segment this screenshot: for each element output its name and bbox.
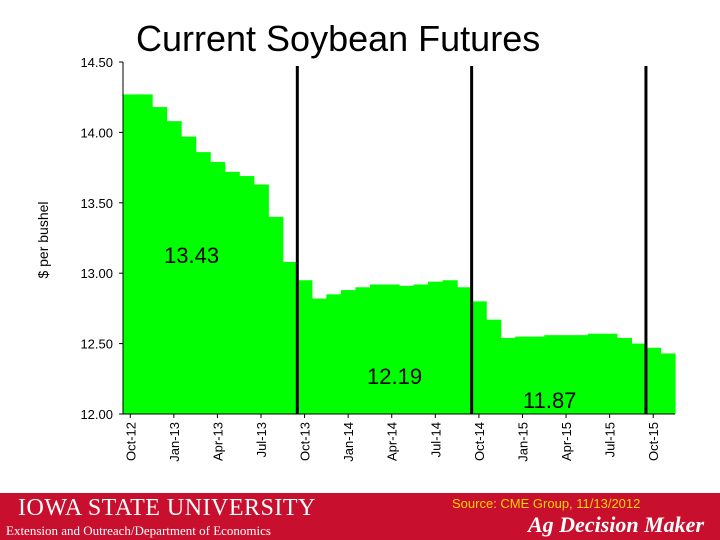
area-bar-Mar-15 <box>544 335 560 414</box>
area-bar-Oct-14 <box>471 301 487 414</box>
footer-bar: IOWA STATE UNIVERSITY Extension and Outr… <box>0 493 720 540</box>
x-tick-label: Apr-15 <box>559 422 574 461</box>
x-tick-label: Jan-15 <box>516 422 531 462</box>
area-bar-Jan-13 <box>166 121 182 414</box>
area-bar-Apr-13 <box>210 161 226 414</box>
area-bar-Mar-14 <box>369 284 386 414</box>
area-bar-Nov-15 <box>660 353 676 414</box>
area-bar-Sep-15 <box>631 343 647 414</box>
area-bar-Nov-12 <box>137 94 153 414</box>
university-logo: IOWA STATE UNIVERSITY <box>18 495 316 521</box>
y-tick-label: 13.50 <box>80 196 113 211</box>
x-tick-label: Oct-14 <box>472 422 487 461</box>
department-text: Extension and Outreach/Department of Eco… <box>6 523 271 538</box>
area-bar-Feb-14 <box>355 287 371 414</box>
x-tick-label: Jan-14 <box>341 422 356 462</box>
x-tick-label: Apr-13 <box>210 422 225 461</box>
y-axis-label: $ per bushel <box>35 201 51 278</box>
x-tick-label: Jul-15 <box>603 422 618 457</box>
area-bar-Aug-14 <box>442 280 458 414</box>
area-bar-Jul-13 <box>253 184 269 414</box>
area-bar-Dec-12 <box>152 107 168 414</box>
area-bar-Aug-13 <box>268 216 284 414</box>
area-bar-Feb-15 <box>529 336 545 414</box>
area-bar-Jun-14 <box>413 284 429 414</box>
area-bar-Jun-13 <box>239 176 255 414</box>
area-bar-Dec-13 <box>326 294 342 414</box>
x-tick-label: Jul-14 <box>428 422 443 457</box>
area-series <box>123 94 676 415</box>
x-tick-label: Apr-14 <box>385 422 400 461</box>
period-divider-lines <box>295 66 648 414</box>
area-bar-Jul-14 <box>428 281 444 414</box>
source-text: Source: CME Group, 11/13/2012 <box>452 496 641 511</box>
area-bar-Jan-14 <box>340 290 357 414</box>
y-tick-label: 14.00 <box>80 125 113 140</box>
y-tick-label: 13.00 <box>80 266 113 281</box>
area-bar-Nov-14 <box>486 319 502 414</box>
y-tick-label: 12.00 <box>80 407 113 422</box>
y-axis-ticks: 12.00 12.50 13.00 13.50 14.00 14.50 <box>80 55 123 422</box>
x-tick-label: Oct-15 <box>646 422 661 461</box>
annotation-2013: 13.43 <box>164 243 220 268</box>
area-bar-May-14 <box>399 285 415 414</box>
area-bar-Apr-14 <box>384 284 400 414</box>
area-bar-Nov-13 <box>311 298 327 414</box>
area-bar-May-15 <box>573 335 589 414</box>
y-tick-label: 12.50 <box>80 337 113 352</box>
x-axis-ticks: Oct-12 Jan-13 Apr-13 Jul-13 Oct-13 Jan-14 Apr-… <box>123 414 661 462</box>
area-bar-Oct-13 <box>297 280 313 414</box>
area-bar-Feb-13 <box>181 136 197 414</box>
area-bar-Dec-14 <box>500 337 516 414</box>
x-tick-label: Jul-13 <box>254 422 269 457</box>
chart-axes <box>122 62 675 415</box>
annotation-2014: 12.19 <box>367 364 423 389</box>
area-bar-Apr-15 <box>558 335 574 414</box>
area-bar-Sep-13 <box>282 261 298 414</box>
area-bar-May-13 <box>224 171 240 414</box>
x-tick-label: Jan-13 <box>167 422 182 462</box>
x-tick-label: Oct-13 <box>298 422 313 461</box>
area-bar-Jan-15 <box>515 336 531 414</box>
area-bar-Mar-13 <box>195 152 211 415</box>
area-bar-Aug-15 <box>616 337 633 414</box>
brand-logo: Ag Decision Maker <box>528 512 704 537</box>
annotation-2015: 11.87 <box>523 388 577 413</box>
soybean-futures-chart: 12.00 12.50 13.00 13.50 14.00 14.50 Oct-12 Jan… <box>35 55 676 462</box>
area-bar-Sep-14 <box>457 287 473 414</box>
chart-title: Current Soybean Futures <box>136 18 541 59</box>
y-tick-label: 14.50 <box>80 55 113 70</box>
area-bar-Oct-15 <box>645 347 662 414</box>
x-tick-label: Oct-12 <box>123 422 138 461</box>
area-bar-Jul-15 <box>602 333 618 414</box>
area-bar-Jun-15 <box>587 333 603 414</box>
area-bar-Oct-12 <box>123 94 139 414</box>
